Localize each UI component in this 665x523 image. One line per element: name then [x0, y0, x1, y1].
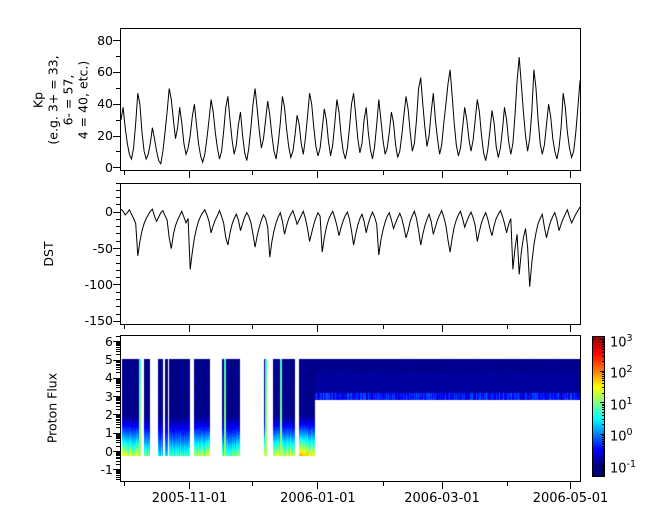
dst-axis-label: DST: [40, 241, 56, 267]
x-major-tick: [441, 482, 443, 489]
y-major-tick: [113, 432, 120, 434]
colorbar-tick-label: 10-1: [610, 458, 636, 476]
x-minor-tick: [123, 171, 125, 175]
x-tick-label: 2005-11-01: [151, 491, 228, 506]
y-tick-label: 2: [105, 406, 113, 422]
x-minor-tick: [506, 325, 508, 329]
colorbar-tick-label: 103: [610, 332, 633, 350]
x-minor-tick: [382, 171, 384, 175]
colorbar: [592, 336, 605, 477]
x-tick-label: 2006-03-01: [404, 491, 480, 506]
x-minor-tick: [382, 325, 384, 329]
x-major-tick: [569, 171, 571, 178]
x-major-tick: [441, 325, 443, 332]
y-major-tick: [113, 248, 120, 250]
y-major-tick: [113, 320, 120, 322]
y-major-tick: [113, 359, 120, 361]
y-major-tick: [113, 135, 120, 137]
x-major-tick: [317, 482, 319, 489]
x-major-tick: [569, 482, 571, 489]
x-minor-tick: [252, 325, 254, 329]
kp-axis-label: Kp (e.g. 3+ = 33, 6- = 57, 4 = 40, etc.): [30, 55, 91, 145]
x-minor-tick: [252, 171, 254, 175]
x-minor-tick: [123, 482, 125, 486]
x-minor-tick: [506, 171, 508, 175]
colorbar-label-exponent: 0: [626, 427, 633, 439]
x-major-tick: [188, 171, 190, 178]
x-tick-label: 2006-01-01: [280, 491, 356, 506]
kp-panel: [120, 28, 581, 171]
proton-flux-axis-label: Proton Flux: [44, 372, 59, 444]
x-minor-tick: [382, 482, 384, 486]
y-tick-label: -1: [100, 461, 113, 477]
dst-panel: [120, 183, 581, 325]
y-tick-label: -150: [84, 313, 113, 329]
kp-line: [121, 57, 580, 166]
y-major-tick: [113, 451, 120, 453]
colorbar-label-base: 10: [610, 461, 627, 477]
y-tick-label: 5: [105, 352, 113, 368]
y-major-tick: [113, 40, 120, 42]
dst-line: [121, 206, 580, 287]
x-major-tick: [441, 171, 443, 178]
y-tick-label: 1: [105, 425, 113, 441]
y-major-tick: [113, 211, 120, 213]
x-minor-tick: [123, 325, 125, 329]
y-major-tick: [113, 284, 120, 286]
colorbar-tick-label: 100: [610, 426, 633, 444]
proton-flux-panel: [120, 335, 581, 482]
y-tick-label: 3: [105, 388, 113, 404]
y-tick-label: 4: [105, 370, 113, 386]
colorbar-label-base: 10: [610, 335, 627, 351]
y-tick-label: 0: [105, 443, 113, 459]
y-major-tick: [113, 71, 120, 73]
y-major-tick: [113, 469, 120, 471]
colorbar-label-exponent: 2: [626, 364, 633, 376]
colorbar-tick-label: 101: [610, 395, 633, 413]
colorbar-label-base: 10: [610, 366, 627, 382]
y-tick-label: 0: [105, 204, 113, 220]
colorbar-tick-label: 102: [610, 363, 633, 381]
x-major-tick: [569, 325, 571, 332]
colorbar-label-exponent: -1: [626, 458, 637, 470]
x-major-tick: [188, 325, 190, 332]
x-major-tick: [317, 325, 319, 332]
x-minor-tick: [252, 482, 254, 486]
proton-flux-heatmap: [121, 336, 580, 481]
y-major-tick: [113, 167, 120, 169]
y-tick-label: -50: [92, 240, 113, 256]
y-major-tick: [113, 377, 120, 379]
colorbar-label-exponent: 3: [626, 332, 633, 344]
y-tick-label: -100: [84, 276, 113, 292]
y-major-tick: [113, 103, 120, 105]
x-major-tick: [188, 482, 190, 489]
y-major-tick: [113, 341, 120, 343]
colorbar-label-exponent: 1: [626, 395, 633, 407]
colorbar-label-base: 10: [610, 398, 627, 414]
x-tick-label: 2006-05-01: [532, 491, 609, 506]
y-major-tick: [113, 396, 120, 398]
x-major-tick: [317, 171, 319, 178]
y-major-tick: [113, 414, 120, 416]
colorbar-label-base: 10: [610, 429, 627, 445]
y-tick-label: 6: [105, 333, 113, 349]
x-minor-tick: [506, 482, 508, 486]
